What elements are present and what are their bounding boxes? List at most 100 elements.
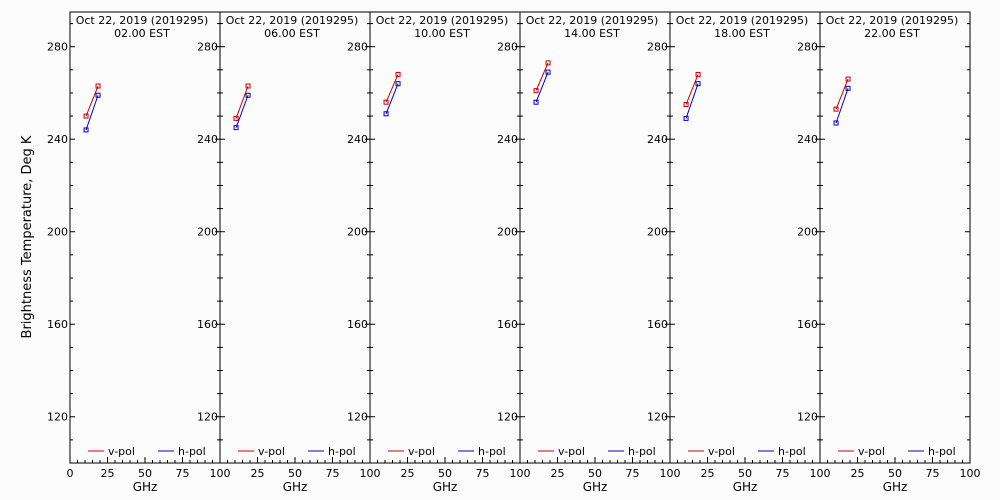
x-tick-label: 50 [288, 467, 302, 480]
series-line-v-pol [535, 62, 549, 91]
x-axis-label: GHz [883, 480, 908, 494]
data-point-h-pol [833, 120, 839, 126]
x-tick-label: 25 [851, 467, 865, 480]
data-point-h-pol [545, 69, 551, 75]
x-tick-label: 25 [401, 467, 415, 480]
x-tick-label: 100 [660, 467, 681, 480]
data-point-h-pol [695, 81, 701, 87]
data-point-h-pol [95, 92, 101, 98]
x-tick-label: 100 [510, 467, 531, 480]
y-tick-label: 160 [47, 318, 68, 331]
chart-subtitle: 06.00 EST [264, 27, 320, 40]
y-tick-label: 280 [197, 41, 218, 54]
data-point-h-pol [233, 125, 239, 131]
chart-title: Oct 22, 2019 (2019295) [826, 14, 959, 27]
chart-subtitle: 18.00 EST [714, 27, 770, 40]
legend-label-h-pol: h-pol [328, 445, 356, 458]
y-tick-label: 200 [647, 226, 668, 239]
y-tick-label: 240 [197, 133, 218, 146]
x-tick-label: 100 [960, 467, 981, 480]
x-tick-label: 50 [138, 467, 152, 480]
data-point-h-pol [395, 81, 401, 87]
legend-label-v-pol: v-pol [858, 445, 885, 458]
y-tick-label: 120 [197, 411, 218, 424]
y-tick-label: 280 [47, 41, 68, 54]
x-tick-label: 25 [101, 467, 115, 480]
data-point-h-pol [533, 99, 539, 105]
x-tick-label: 100 [210, 467, 231, 480]
legend-label-h-pol: h-pol [928, 445, 956, 458]
chart-subtitle: 02.00 EST [114, 27, 170, 40]
data-point-v-pol [683, 102, 689, 108]
data-point-h-pol [845, 85, 851, 91]
x-tick-label: 75 [926, 467, 940, 480]
chart-title: Oct 22, 2019 (2019295) [676, 14, 809, 27]
data-point-v-pol [845, 76, 851, 82]
x-tick-label: 25 [251, 467, 265, 480]
y-tick-label: 240 [47, 133, 68, 146]
chart-subtitle: 14.00 EST [564, 27, 620, 40]
data-point-h-pol [83, 127, 89, 133]
legend-label-v-pol: v-pol [258, 445, 285, 458]
y-tick-label: 200 [497, 226, 518, 239]
data-point-v-pol [383, 99, 389, 105]
data-point-v-pol [545, 60, 551, 66]
y-tick-label: 200 [347, 226, 368, 239]
y-tick-label: 160 [497, 318, 518, 331]
series-line-v-pol [235, 85, 249, 119]
y-tick-label: 280 [797, 41, 818, 54]
legend-label-h-pol: h-pol [178, 445, 206, 458]
chart-panel-3: 120 160 200 240 280 25 50 75 100 GHz Oct 22, 2019 … [347, 11, 531, 494]
series-line-h-pol [385, 83, 399, 114]
x-tick-label: 75 [326, 467, 340, 480]
x-tick-label: 50 [738, 467, 752, 480]
y-tick-label: 120 [347, 411, 368, 424]
legend-label-h-pol: h-pol [628, 445, 656, 458]
x-axis-label: GHz [733, 480, 758, 494]
series-line-v-pol [385, 74, 399, 103]
legend-label-h-pol: h-pol [778, 445, 806, 458]
legend-label-v-pol: v-pol [108, 445, 135, 458]
chart-panel-5: 120 160 200 240 280 25 50 75 100 GHz Oct 22, 2019 … [647, 11, 831, 494]
x-tick-label: 0 [67, 467, 74, 480]
data-point-h-pol [683, 115, 689, 121]
x-axis-label: GHz [283, 480, 308, 494]
y-tick-label: 160 [197, 318, 218, 331]
series-line-h-pol [85, 95, 99, 131]
series-line-h-pol [835, 88, 849, 124]
y-axis-label: Brightness Temperature, Deg K [20, 135, 35, 338]
y-tick-label: 200 [197, 226, 218, 239]
data-point-v-pol [695, 71, 701, 77]
y-tick-label: 120 [647, 411, 668, 424]
y-tick-label: 160 [647, 318, 668, 331]
y-tick-label: 160 [797, 318, 818, 331]
series-line-v-pol [835, 78, 849, 110]
series-line-h-pol [685, 83, 699, 119]
data-point-v-pol [95, 83, 101, 89]
chart-title: Oct 22, 2019 (2019295) [76, 14, 209, 27]
y-tick-label: 120 [47, 411, 68, 424]
chart-title: Oct 22, 2019 (2019295) [226, 14, 359, 27]
x-axis-label: GHz [583, 480, 608, 494]
chart-title: Oct 22, 2019 (2019295) [526, 14, 659, 27]
legend-label-v-pol: v-pol [708, 445, 735, 458]
x-tick-label: 75 [476, 467, 490, 480]
chart-panel-1: 120 160 200 240 280 0 25 50 75 100 GHz Oct 22, 2019… [47, 11, 231, 494]
series-line-v-pol [85, 85, 99, 117]
y-tick-label: 240 [647, 133, 668, 146]
series-line-v-pol [685, 74, 699, 105]
chart-subtitle: 22.00 EST [864, 27, 920, 40]
x-tick-label: 50 [438, 467, 452, 480]
y-tick-label: 280 [647, 41, 668, 54]
chart-panel-6: 120 160 200 240 280 25 50 75 100 GHz Oct 22, 2019 … [797, 11, 981, 494]
y-tick-label: 240 [797, 133, 818, 146]
y-tick-label: 200 [47, 226, 68, 239]
series-line-h-pol [235, 95, 249, 128]
y-tick-label: 240 [347, 133, 368, 146]
series-line-h-pol [535, 71, 549, 103]
legend-label-v-pol: v-pol [408, 445, 435, 458]
y-tick-label: 120 [797, 411, 818, 424]
legend-label-v-pol: v-pol [558, 445, 585, 458]
x-tick-label: 50 [588, 467, 602, 480]
